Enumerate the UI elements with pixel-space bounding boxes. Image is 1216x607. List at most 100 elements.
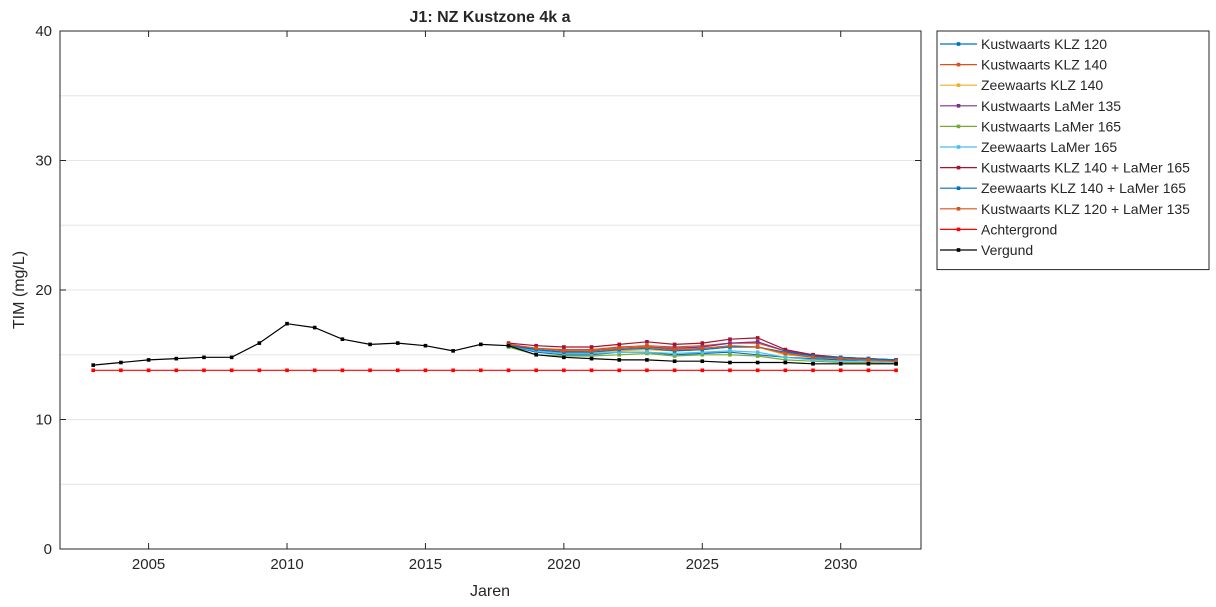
- series-point: [229, 368, 234, 373]
- series-point: [617, 358, 622, 362]
- series-point: [755, 340, 760, 344]
- series-point: [672, 347, 677, 352]
- series-point: [838, 359, 843, 364]
- legend-box: [936, 30, 1210, 271]
- series-point: [617, 350, 622, 354]
- series-point: [866, 368, 871, 373]
- series-point: [285, 321, 289, 326]
- series-point: [119, 368, 123, 373]
- series-point: [728, 352, 732, 357]
- x-tick-label: 2030: [824, 556, 857, 573]
- legend-item: Kustwaarts KLZ 120: [940, 36, 1107, 52]
- series-point: [783, 368, 788, 373]
- legend-swatch-marker: [956, 124, 961, 129]
- series-point: [534, 368, 538, 373]
- series-point: [755, 345, 760, 349]
- y-tick-label: 30: [35, 153, 52, 170]
- series-point: [368, 368, 372, 373]
- legend-label: Kustwaarts KLZ 120: [981, 36, 1107, 52]
- series-point: [700, 341, 705, 345]
- series-point: [645, 368, 649, 373]
- series-point: [451, 349, 455, 353]
- x-axis-title: Jaren: [470, 583, 510, 600]
- series-point: [811, 358, 815, 362]
- series-point: [91, 368, 96, 373]
- x-tick-label: 2020: [547, 556, 580, 573]
- series-group: [91, 321, 898, 367]
- series-point: [838, 356, 843, 361]
- legend-label: Zeewaarts KLZ 140 + LaMer 165: [981, 180, 1186, 196]
- series-point: [866, 362, 871, 366]
- x-ticks: 2005 2010 2015 2020 2025 2030: [132, 31, 857, 573]
- series-point: [755, 350, 760, 354]
- legend-label: Kustwaarts KLZ 140: [981, 57, 1107, 73]
- series-point: [395, 341, 400, 345]
- series-point: [423, 343, 428, 348]
- series-point: [119, 360, 123, 365]
- series-point: [617, 346, 622, 351]
- series-point: [672, 368, 677, 373]
- series-point: [728, 337, 732, 342]
- series-point: [811, 355, 815, 360]
- series-point: [811, 368, 815, 373]
- series-point: [589, 354, 594, 358]
- series-point: [894, 359, 898, 364]
- y-tick-label: 10: [35, 412, 52, 429]
- series-point: [534, 346, 538, 351]
- series-group: [91, 368, 898, 373]
- series-point: [811, 362, 815, 366]
- series-point: [700, 352, 705, 357]
- series-point: [728, 368, 732, 373]
- series-point: [589, 368, 594, 373]
- y-axis-title: TIM (mg/L): [11, 251, 28, 329]
- legend-label: Zeewaarts KLZ 140: [981, 77, 1103, 93]
- series-point: [755, 354, 760, 358]
- series-point: [617, 342, 622, 347]
- series-point: [645, 340, 649, 344]
- series-point: [534, 352, 538, 357]
- series-point: [312, 368, 317, 373]
- legend-item: Kustwaarts KLZ 140: [940, 57, 1107, 73]
- series-point: [257, 341, 262, 345]
- series-line: [93, 323, 897, 366]
- series-point: [783, 358, 788, 362]
- series-point: [700, 359, 705, 364]
- legend-label: Vergund: [981, 242, 1033, 258]
- series-point: [202, 355, 206, 360]
- y-tick-label: 0: [44, 541, 52, 558]
- legend-item: Achtergrond: [940, 221, 1057, 237]
- series-point: [562, 355, 566, 360]
- series-point: [562, 368, 566, 373]
- series-point: [838, 362, 843, 366]
- legend-label: Achtergrond: [981, 221, 1057, 237]
- legend-swatch-marker: [956, 62, 961, 67]
- legend: Kustwaarts KLZ 120 Kustwaarts KLZ 140 Zeew…: [936, 30, 1210, 271]
- series-point: [672, 354, 677, 358]
- series-point: [700, 368, 705, 373]
- x-tick-label: 2010: [270, 556, 303, 573]
- series-point: [146, 368, 151, 373]
- y-tick-label: 20: [35, 282, 52, 299]
- legend-swatch-marker: [956, 83, 961, 87]
- series-point: [728, 343, 732, 348]
- series-point: [174, 356, 179, 361]
- series-point: [340, 337, 345, 342]
- series-point: [783, 360, 788, 365]
- legend-item: Kustwaarts LaMer 165: [940, 118, 1121, 134]
- series-point: [451, 368, 455, 373]
- legend-label: Zeewaarts LaMer 165: [981, 139, 1117, 155]
- series-point: [838, 368, 843, 373]
- legend-swatch-marker: [956, 248, 961, 252]
- series-point: [783, 351, 788, 356]
- series-point: [728, 341, 732, 345]
- series-point: [589, 345, 594, 349]
- series-point: [479, 342, 483, 347]
- series-point: [783, 355, 788, 360]
- series-point: [174, 368, 179, 373]
- series-point: [146, 358, 151, 362]
- legend-swatch-marker: [956, 227, 961, 232]
- series-point: [645, 345, 649, 349]
- legend-swatch-marker: [956, 104, 961, 108]
